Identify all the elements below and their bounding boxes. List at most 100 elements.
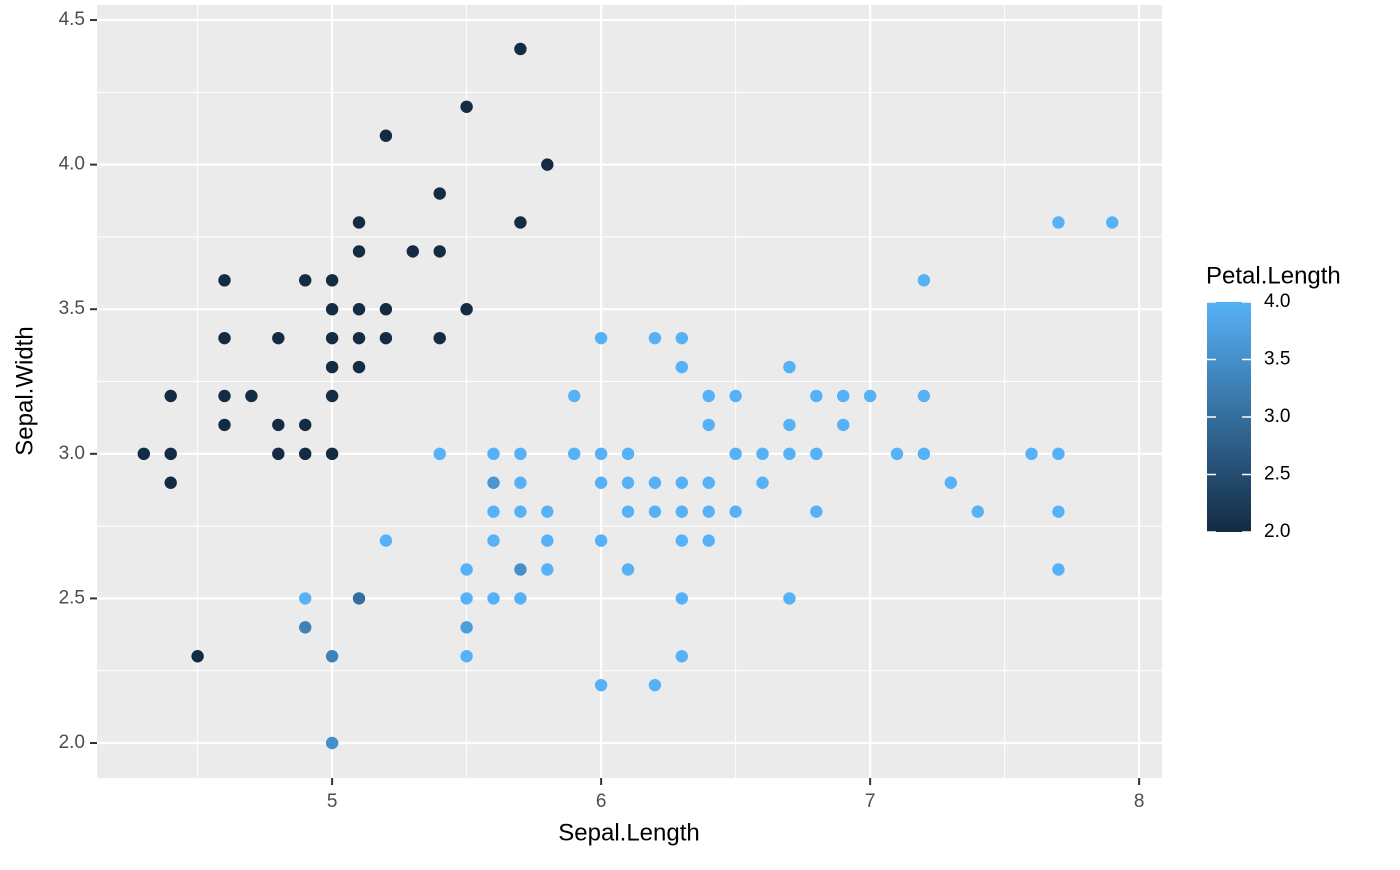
point bbox=[702, 389, 715, 403]
legend-tick-label: 3.0 bbox=[1264, 406, 1290, 427]
point bbox=[621, 505, 635, 518]
point bbox=[299, 274, 312, 287]
point bbox=[675, 331, 689, 345]
point bbox=[272, 418, 285, 432]
point bbox=[541, 505, 554, 518]
point bbox=[729, 447, 742, 461]
point bbox=[487, 447, 500, 461]
point bbox=[810, 505, 823, 518]
point bbox=[460, 592, 473, 605]
x-tick-label: 6 bbox=[596, 791, 607, 812]
point bbox=[648, 678, 662, 692]
y-tick-label: 2.0 bbox=[59, 732, 85, 753]
y-tick-label: 4.0 bbox=[59, 154, 85, 175]
point bbox=[325, 447, 339, 461]
point bbox=[783, 592, 796, 605]
point bbox=[917, 389, 931, 403]
point bbox=[729, 505, 742, 518]
point bbox=[621, 476, 635, 489]
point bbox=[325, 303, 339, 316]
point bbox=[1052, 216, 1065, 229]
point bbox=[783, 418, 796, 432]
legend-tick-label: 3.5 bbox=[1264, 349, 1290, 370]
point bbox=[541, 158, 554, 171]
point bbox=[594, 476, 608, 489]
point bbox=[675, 360, 689, 374]
point bbox=[164, 476, 177, 489]
y-tick-label: 3.5 bbox=[59, 298, 85, 319]
point bbox=[379, 303, 393, 316]
point bbox=[568, 389, 581, 403]
point bbox=[1052, 563, 1065, 576]
point bbox=[406, 245, 420, 258]
point bbox=[917, 447, 931, 461]
point bbox=[325, 736, 339, 750]
point bbox=[594, 331, 608, 345]
point bbox=[514, 447, 527, 461]
point bbox=[218, 418, 231, 432]
point bbox=[702, 476, 715, 489]
point bbox=[460, 303, 473, 316]
point bbox=[702, 534, 715, 547]
point bbox=[621, 447, 635, 461]
point bbox=[325, 389, 339, 403]
y-tick-label: 3.0 bbox=[59, 443, 85, 464]
point bbox=[245, 389, 258, 403]
point bbox=[514, 592, 527, 605]
point bbox=[541, 534, 554, 547]
point bbox=[352, 360, 366, 374]
point bbox=[325, 274, 339, 287]
point bbox=[352, 216, 366, 229]
point bbox=[299, 418, 312, 432]
point bbox=[487, 505, 500, 518]
point bbox=[352, 592, 366, 605]
legend-tick-label: 4.0 bbox=[1264, 291, 1290, 312]
point bbox=[729, 389, 742, 403]
point bbox=[648, 331, 662, 345]
point bbox=[460, 100, 473, 113]
plot-panel bbox=[97, 5, 1162, 778]
point bbox=[783, 360, 796, 374]
legend-title: Petal.Length bbox=[1206, 262, 1341, 289]
point bbox=[971, 505, 984, 518]
point bbox=[272, 331, 285, 345]
point bbox=[594, 447, 608, 461]
y-axis-title: Sepal.Width bbox=[11, 326, 38, 455]
x-tick-label: 5 bbox=[327, 791, 338, 812]
point bbox=[514, 42, 527, 56]
point bbox=[433, 447, 446, 461]
point bbox=[433, 331, 446, 345]
point bbox=[379, 129, 393, 142]
point bbox=[460, 650, 473, 663]
point bbox=[299, 447, 312, 461]
point bbox=[810, 389, 823, 403]
point bbox=[594, 534, 608, 547]
point bbox=[1052, 505, 1065, 518]
point bbox=[863, 389, 877, 403]
point bbox=[137, 447, 151, 461]
point bbox=[594, 678, 608, 692]
point bbox=[837, 418, 850, 432]
point bbox=[514, 216, 527, 229]
x-axis-title: Sepal.Length bbox=[558, 819, 699, 846]
point bbox=[810, 447, 823, 461]
x-tick-label: 7 bbox=[865, 791, 876, 812]
point bbox=[325, 650, 339, 663]
point bbox=[299, 592, 312, 605]
point bbox=[1025, 447, 1038, 461]
point bbox=[352, 303, 366, 316]
point bbox=[460, 621, 473, 634]
point bbox=[756, 476, 769, 489]
point bbox=[218, 389, 231, 403]
point bbox=[702, 418, 715, 432]
point bbox=[191, 650, 204, 663]
point bbox=[218, 274, 231, 287]
point bbox=[325, 331, 339, 345]
y-tick-label: 4.5 bbox=[59, 9, 85, 30]
point bbox=[702, 505, 715, 518]
point bbox=[621, 563, 635, 576]
point bbox=[568, 447, 581, 461]
point bbox=[756, 447, 769, 461]
point bbox=[379, 331, 393, 345]
